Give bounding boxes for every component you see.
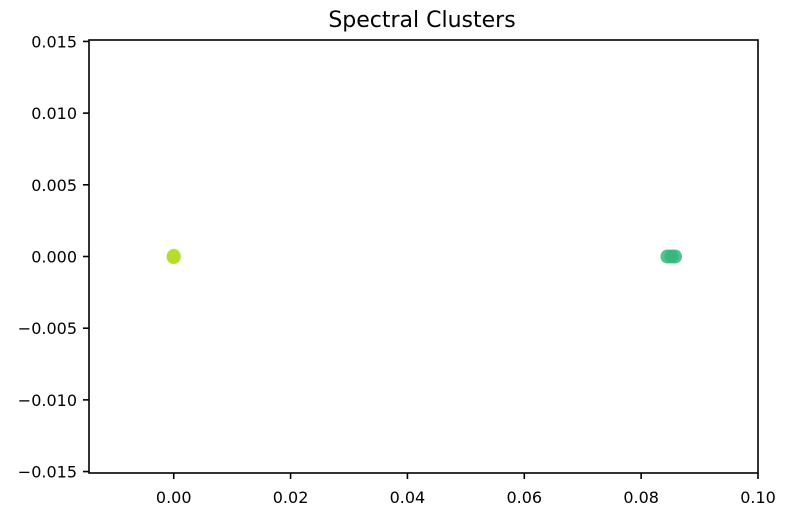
x-tick-label: 0.08 [623, 488, 659, 507]
scatter-point-cluster-1 [166, 250, 181, 265]
y-tick-label: −0.010 [18, 391, 77, 410]
x-tick-label: 0.04 [390, 488, 426, 507]
x-tick-label: 0.10 [740, 488, 776, 507]
chart-title: Spectral Clusters [328, 8, 515, 33]
y-tick-label: 0.015 [31, 32, 77, 51]
y-tick-label: −0.005 [18, 319, 77, 338]
y-tick-label: 0.010 [31, 104, 77, 123]
x-axis: 0.00 0.02 0.04 0.06 0.08 0.10 [156, 473, 776, 507]
y-tick-label: 0.000 [31, 248, 77, 267]
y-tick-label: 0.005 [31, 176, 77, 195]
y-axis: 0.015 0.010 0.005 0.000 −0.005 −0.010 −0.015 [18, 32, 89, 482]
x-tick-label: 0.06 [506, 488, 542, 507]
plot-area-frame [88, 39, 759, 474]
x-tick-label: 0.02 [273, 488, 309, 507]
x-tick-label: 0.00 [156, 488, 192, 507]
scatter-point-cluster-2 [668, 249, 683, 264]
plot-points [166, 248, 683, 265]
y-tick-label: −0.015 [18, 463, 77, 482]
